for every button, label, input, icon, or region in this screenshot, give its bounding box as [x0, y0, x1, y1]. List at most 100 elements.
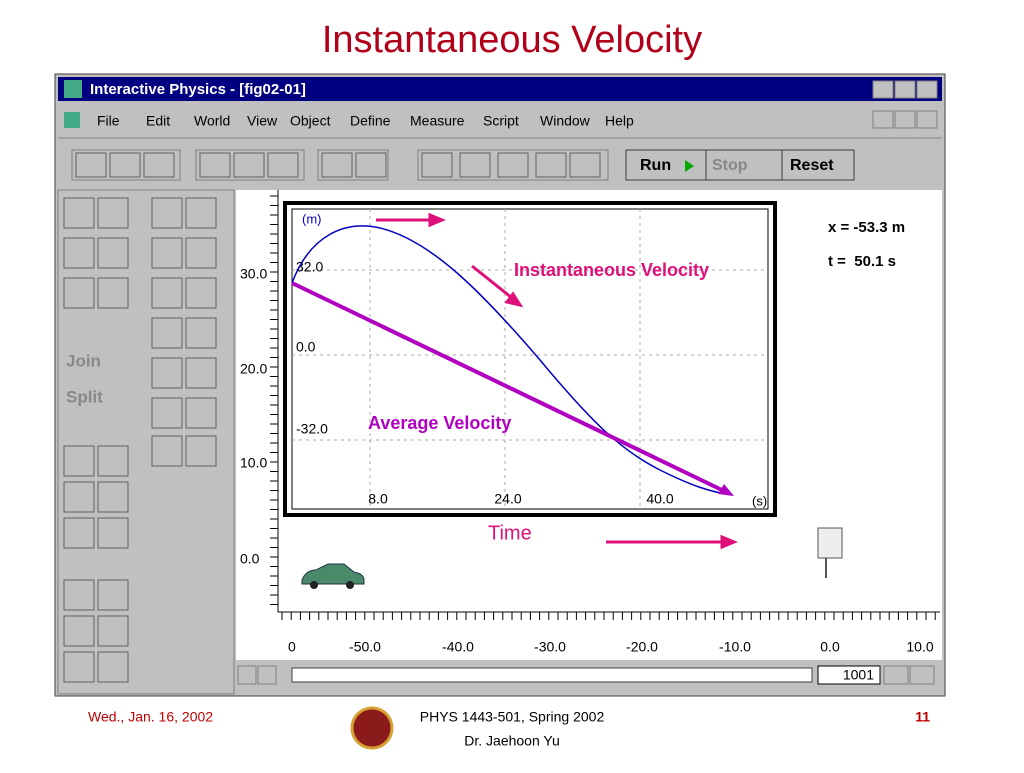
ruler-left-label: 30.0: [240, 266, 267, 282]
menu-icon: [64, 112, 80, 128]
stop-label: Stop: [712, 157, 748, 174]
palette-button[interactable]: [63, 517, 95, 549]
palette-button[interactable]: [97, 517, 129, 549]
palette-button[interactable]: [185, 397, 217, 429]
menu-item[interactable]: View: [247, 113, 278, 129]
ruler-left-label: 20.0: [240, 361, 267, 377]
palette-button[interactable]: [151, 357, 183, 389]
scroll-track[interactable]: [291, 667, 813, 683]
menu-item[interactable]: Help: [605, 113, 634, 129]
ruler-left-label: 10.0: [240, 455, 267, 471]
step-forward[interactable]: [909, 665, 935, 685]
minimize[interactable]: [872, 80, 894, 99]
ruler-bottom-label: 0: [288, 639, 296, 655]
average-label: Average Velocity: [368, 413, 511, 433]
palette-button[interactable]: [151, 237, 183, 269]
doc-close[interactable]: [916, 110, 938, 129]
toolbar-group: [417, 149, 609, 181]
palette-button[interactable]: [185, 357, 217, 389]
tool-button[interactable]: [355, 152, 387, 178]
graph-labels: 32.0 0.0 -32.0 8.0 24.0 40.0 (s): [296, 259, 767, 509]
tool-button[interactable]: [421, 152, 453, 178]
ruler-bottom-label: -20.0: [626, 639, 658, 655]
palette-button[interactable]: [151, 197, 183, 229]
menu-item[interactable]: File: [97, 113, 120, 129]
maximize[interactable]: [894, 80, 916, 99]
menu-item[interactable]: World: [194, 113, 230, 129]
palette-button[interactable]: [185, 197, 217, 229]
run-button[interactable]: [625, 149, 707, 181]
palette-button[interactable]: [185, 237, 217, 269]
menu-item[interactable]: Script: [483, 113, 519, 129]
palette-button[interactable]: [185, 435, 217, 467]
step-back[interactable]: [883, 665, 909, 685]
y-unit: (m): [302, 211, 322, 226]
tool-button[interactable]: [459, 152, 491, 178]
palette-button[interactable]: [63, 481, 95, 513]
menu-item[interactable]: Edit: [146, 113, 170, 129]
menu-item[interactable]: Window: [540, 113, 591, 129]
graph-x-label: 8.0: [368, 491, 388, 507]
graph-x-label: 24.0: [494, 491, 521, 507]
reset-button[interactable]: [781, 149, 855, 181]
scroll-left[interactable]: [237, 665, 257, 685]
palette-button[interactable]: [151, 435, 183, 467]
window-controls: [872, 80, 938, 129]
menu-item[interactable]: Object: [290, 113, 331, 129]
tool-button[interactable]: [109, 152, 141, 178]
palette-buttons: [63, 197, 217, 683]
join-button[interactable]: Join: [66, 351, 101, 370]
footer-date: Wed., Jan. 16, 2002: [88, 709, 213, 725]
palette-button[interactable]: [63, 579, 95, 611]
palette-button[interactable]: [97, 237, 129, 269]
scroll-right[interactable]: [257, 665, 277, 685]
palette-button[interactable]: [63, 615, 95, 647]
doc-minimize[interactable]: [872, 110, 894, 129]
tool-button[interactable]: [569, 152, 601, 178]
graph-y-label: 0.0: [296, 339, 316, 355]
tool-button[interactable]: [75, 152, 107, 178]
palette-button[interactable]: [63, 445, 95, 477]
tool-button[interactable]: [267, 152, 299, 178]
close[interactable]: [916, 80, 938, 99]
palette-button[interactable]: [63, 197, 95, 229]
tool-button[interactable]: [497, 152, 529, 178]
palette-button[interactable]: [63, 237, 95, 269]
tool-button[interactable]: [199, 152, 231, 178]
doc-restore[interactable]: [894, 110, 916, 129]
title-bar: [58, 77, 942, 101]
ruler-bottom-label: -40.0: [442, 639, 474, 655]
palette-button[interactable]: [151, 317, 183, 349]
palette-button[interactable]: [151, 397, 183, 429]
x-readout: x = -53.3 m: [828, 219, 905, 236]
palette-button[interactable]: [97, 651, 129, 683]
palette-button[interactable]: [97, 579, 129, 611]
palette-button[interactable]: [63, 651, 95, 683]
palette-button[interactable]: [97, 445, 129, 477]
graph-x-label: 40.0: [646, 491, 673, 507]
footer-course: PHYS 1443-501, Spring 2002: [420, 709, 605, 725]
palette-button[interactable]: [63, 277, 95, 309]
palette-button[interactable]: [97, 481, 129, 513]
palette-button[interactable]: [97, 615, 129, 647]
graph-frame: [283, 201, 777, 517]
menu-item[interactable]: Measure: [410, 113, 465, 129]
slide-title: Instantaneous Velocity: [322, 19, 702, 61]
tool-button[interactable]: [535, 152, 567, 178]
tool-button[interactable]: [233, 152, 265, 178]
palette-button[interactable]: [97, 277, 129, 309]
tool-button[interactable]: [321, 152, 353, 178]
tool-button[interactable]: [143, 152, 175, 178]
ruler-bottom-label: 0.0: [820, 639, 840, 655]
ruler-bottom-label: -30.0: [534, 639, 566, 655]
stop-button[interactable]: [705, 149, 783, 181]
palette-button[interactable]: [151, 277, 183, 309]
menu-item[interactable]: Define: [350, 113, 391, 129]
ruler-left-label: 0.0: [240, 551, 260, 567]
palette-button[interactable]: [185, 317, 217, 349]
palette-button[interactable]: [185, 277, 217, 309]
palette-button[interactable]: [97, 197, 129, 229]
app-icon: [64, 80, 82, 98]
split-button[interactable]: Split: [66, 387, 103, 406]
